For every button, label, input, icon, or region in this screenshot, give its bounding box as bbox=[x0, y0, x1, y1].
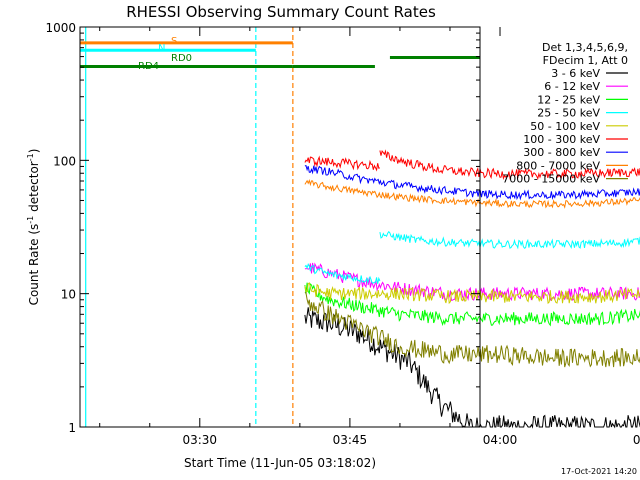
legend-label-4: 50 - 100 keV bbox=[530, 120, 600, 133]
x-tick-label-0: 03:30 bbox=[182, 433, 217, 447]
legend-label-5: 100 - 300 keV bbox=[523, 133, 600, 146]
legend-header-line-1: Det 1,3,4,5,6,9, bbox=[542, 41, 628, 54]
y-axis-label-tail: detector bbox=[27, 161, 41, 216]
series-3 bbox=[304, 230, 640, 285]
y-tick-label-2: 100 bbox=[53, 154, 76, 168]
y-axis-label-sup2: -1 bbox=[26, 153, 35, 161]
y-axis-label-sup1: -1 bbox=[26, 216, 35, 224]
y-axis-label: Count Rate (s-1 detector-1) bbox=[26, 149, 41, 306]
series-1-segment-0 bbox=[304, 262, 640, 302]
markers-layer bbox=[85, 27, 294, 427]
series-6 bbox=[304, 164, 640, 201]
series-0-segment-0 bbox=[304, 307, 640, 429]
series-3-segment-0 bbox=[304, 263, 381, 285]
series-2 bbox=[304, 282, 640, 327]
plot-frame bbox=[79, 26, 481, 428]
state-bar-label-1: N bbox=[158, 43, 165, 54]
y-axis-label-main: Count Rate (s bbox=[27, 224, 41, 306]
timestamp: 17-Oct-2021 14:20 bbox=[561, 467, 637, 476]
series-3-segment-1 bbox=[379, 230, 640, 250]
legend-label-7: 800 - 7000 keV bbox=[516, 159, 600, 172]
series-4 bbox=[304, 282, 640, 305]
y-tick-label-3: 1000 bbox=[45, 21, 76, 35]
x-tick-label-3: 04:15 bbox=[633, 433, 640, 447]
series-5 bbox=[304, 149, 640, 181]
series-5-segment-1 bbox=[379, 149, 640, 181]
series-layer bbox=[304, 149, 640, 429]
legend: Det 1,3,4,5,6,9, FDecim 1, Att 0 3 - 6 k… bbox=[502, 41, 628, 186]
series-7-segment-0 bbox=[304, 178, 640, 209]
legend-header-line-2: FDecim 1, Att 0 bbox=[543, 54, 628, 67]
chart-title: RHESSI Observing Summary Count Rates bbox=[126, 3, 436, 21]
y-tick-label-0: 1 bbox=[68, 421, 76, 435]
legend-label-3: 25 - 50 keV bbox=[537, 107, 600, 120]
y-axis-label-end: ) bbox=[27, 149, 41, 154]
series-2-segment-0 bbox=[304, 282, 640, 327]
series-1 bbox=[304, 262, 640, 302]
state-bar-label-2: RD0 bbox=[171, 53, 192, 64]
state-bars-layer: SN RD0 RD4 bbox=[80, 36, 480, 72]
x-tick-label-1: 03:45 bbox=[333, 433, 368, 447]
legend-label-0: 3 - 6 keV bbox=[551, 67, 600, 80]
series-0 bbox=[304, 307, 640, 429]
series-6-segment-0 bbox=[304, 164, 640, 201]
x-tick-label-2: 04:00 bbox=[483, 433, 518, 447]
series-5-segment-0 bbox=[304, 155, 381, 172]
series-4-segment-0 bbox=[304, 282, 640, 305]
series-8 bbox=[304, 291, 640, 368]
legend-label-1: 6 - 12 keV bbox=[544, 80, 600, 93]
legend-label-6: 300 - 800 keV bbox=[523, 146, 600, 159]
x-axis-label: Start Time (11-Jun-05 03:18:02) bbox=[184, 456, 376, 470]
state-bar-label-0: S bbox=[171, 36, 177, 47]
series-8-segment-0 bbox=[304, 291, 640, 368]
legend-label-8: 7000 - 15000 keV bbox=[502, 173, 600, 186]
series-7 bbox=[304, 178, 640, 209]
state-bar-label-3: RD4 bbox=[138, 61, 159, 72]
legend-label-2: 12 - 25 keV bbox=[537, 93, 600, 106]
y-tick-label-1: 10 bbox=[61, 288, 76, 302]
